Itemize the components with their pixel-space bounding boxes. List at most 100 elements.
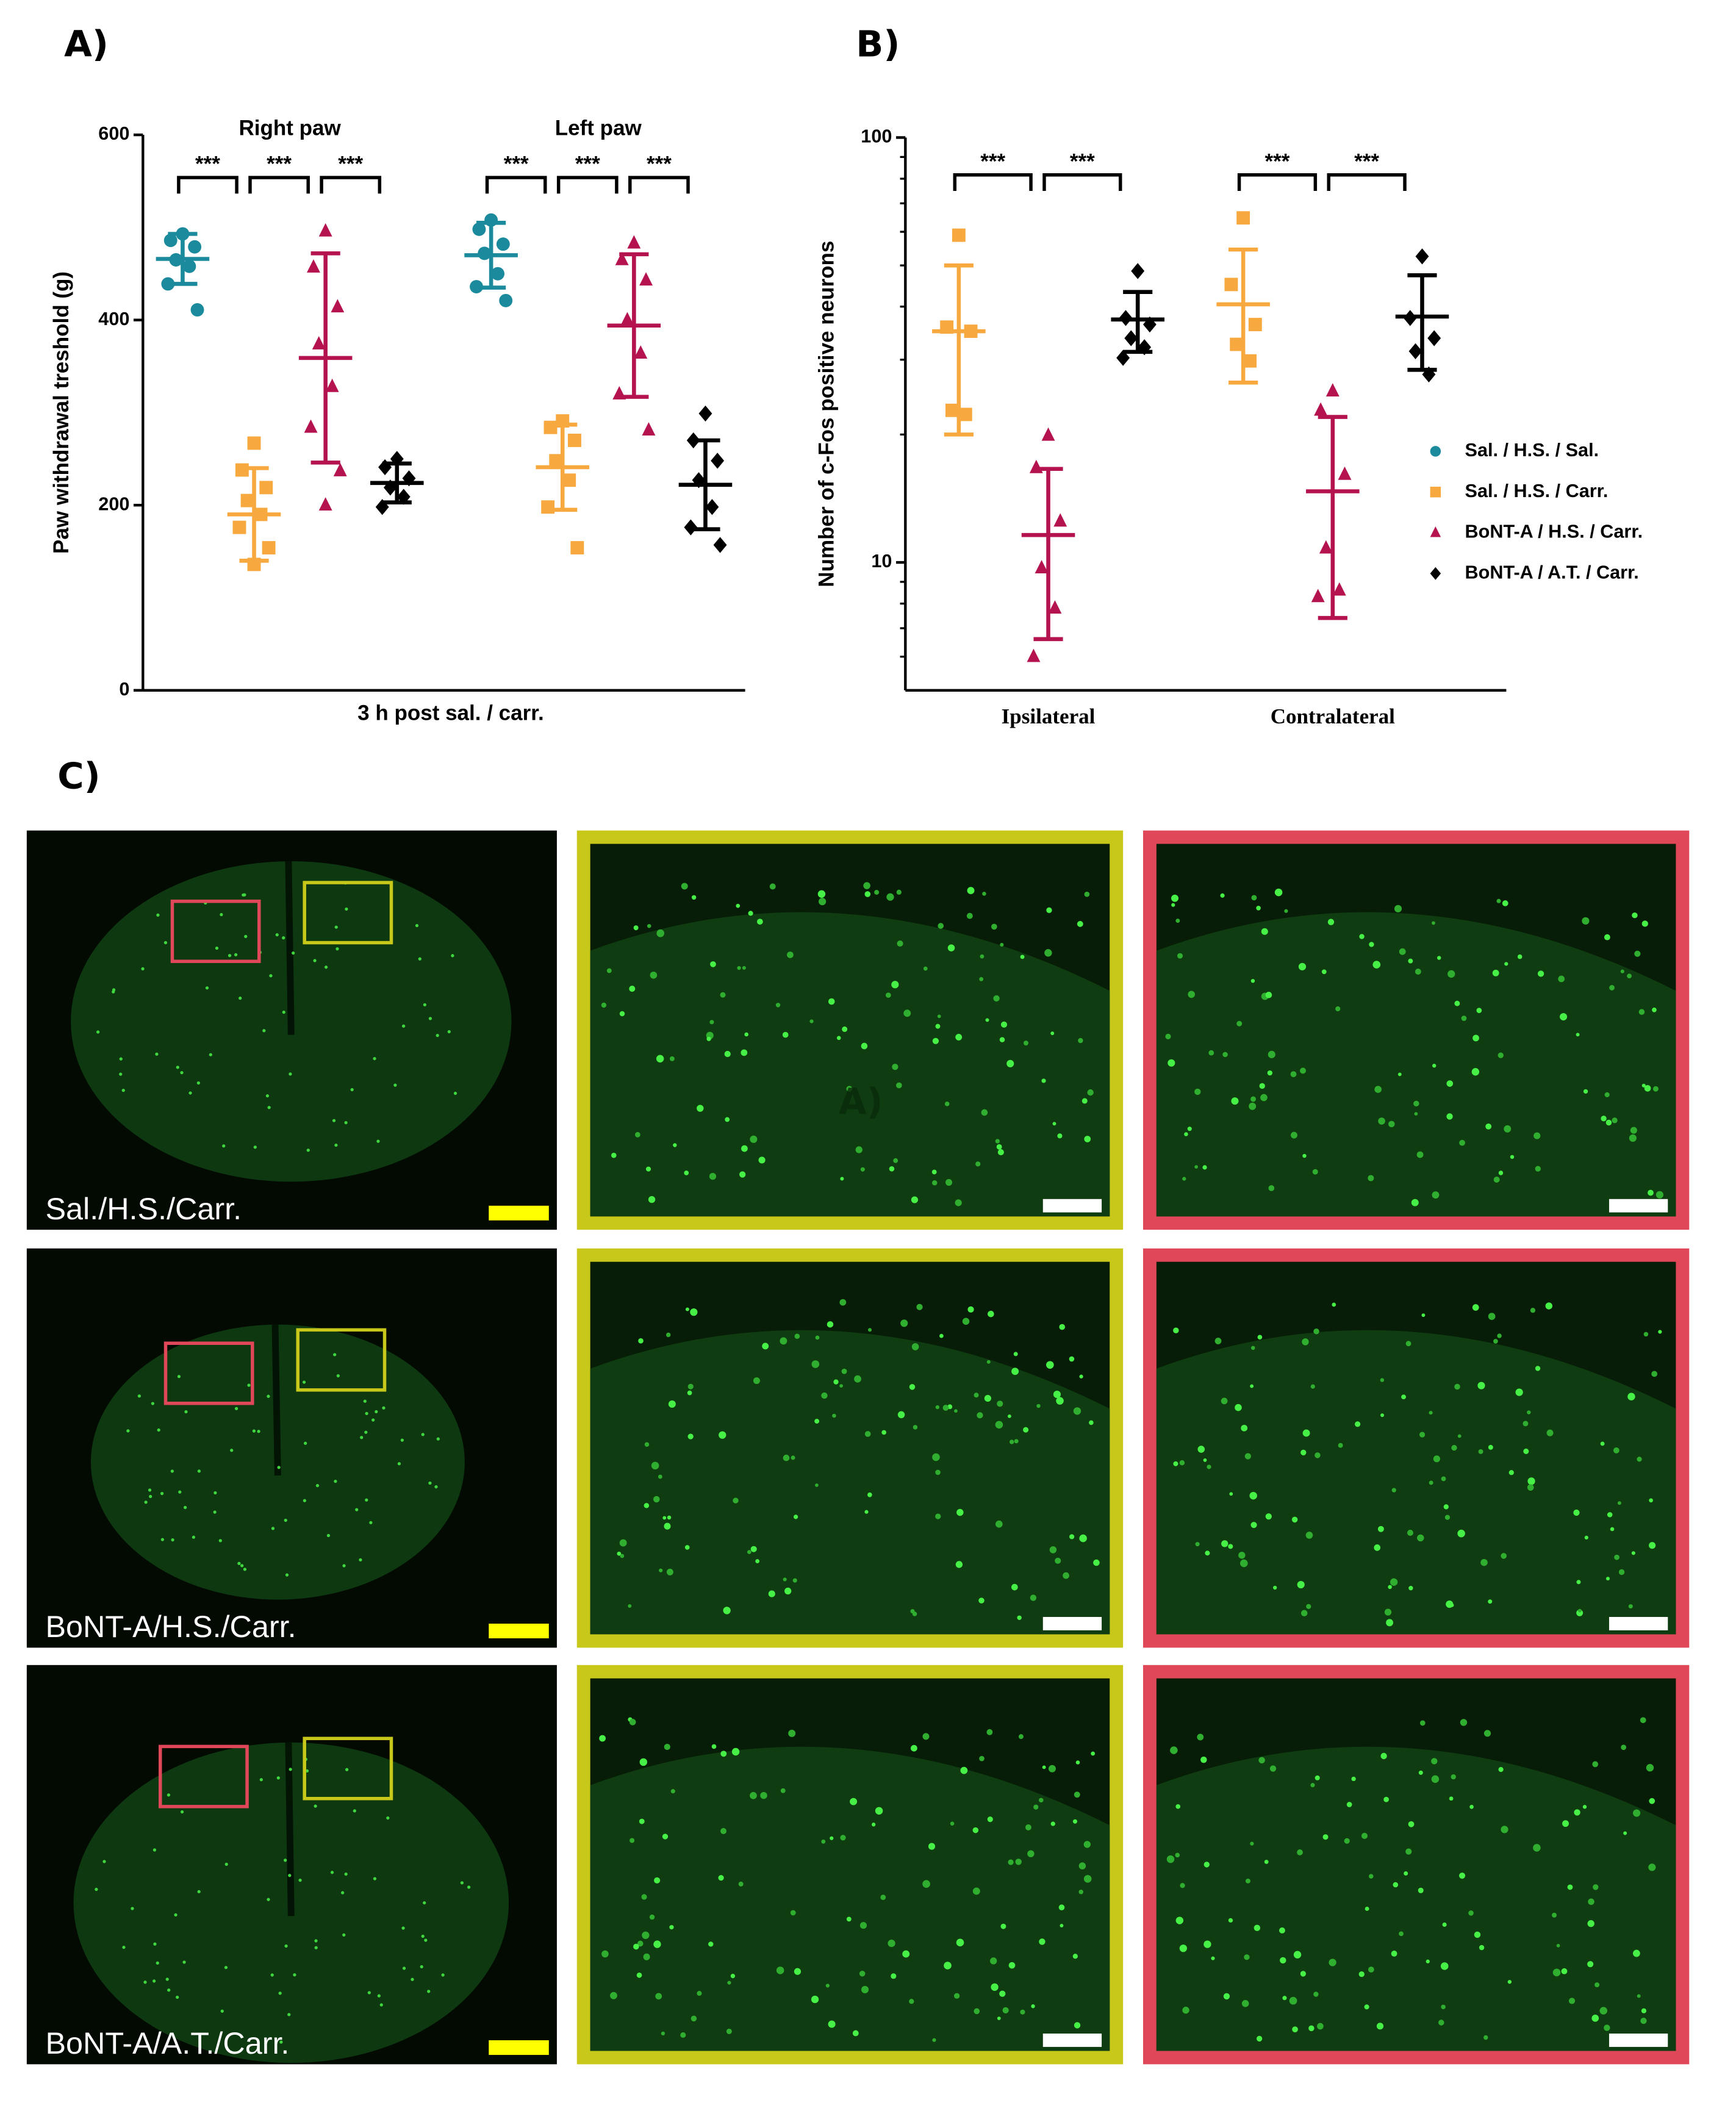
cell xyxy=(1302,1429,1310,1437)
cell xyxy=(436,1033,439,1038)
cell xyxy=(1594,1982,1600,1988)
cell xyxy=(1380,1378,1385,1382)
cell xyxy=(160,1538,165,1541)
data-point xyxy=(1224,278,1238,292)
cell xyxy=(1351,1776,1356,1782)
cell xyxy=(228,954,232,958)
cell xyxy=(1236,1020,1243,1027)
dorsal-horn xyxy=(590,1330,1110,1635)
cell xyxy=(669,1925,674,1930)
cell xyxy=(1561,1968,1568,1974)
cell xyxy=(1468,1910,1474,1916)
cell xyxy=(900,1319,908,1327)
cell xyxy=(1284,909,1288,913)
cell xyxy=(937,1014,941,1019)
cell xyxy=(741,1145,748,1152)
data-point xyxy=(312,335,326,349)
cell xyxy=(376,1139,380,1143)
cell xyxy=(1292,2026,1298,2033)
cell xyxy=(1480,1558,1488,1566)
cell xyxy=(852,2030,859,2037)
data-point xyxy=(1427,330,1441,346)
cell xyxy=(1249,1491,1257,1500)
cell xyxy=(197,1890,201,1894)
cell xyxy=(213,1510,217,1514)
cell xyxy=(1404,1871,1408,1876)
cell xyxy=(955,1033,963,1041)
cell xyxy=(629,1719,636,1726)
cell xyxy=(149,1494,152,1499)
cell xyxy=(288,1874,292,1877)
cell xyxy=(1483,1730,1491,1737)
data-point xyxy=(190,303,204,317)
cell xyxy=(141,967,145,971)
cell xyxy=(945,1179,953,1186)
cell xyxy=(1655,1191,1664,1199)
cell xyxy=(606,968,612,973)
cell xyxy=(1079,1534,1087,1543)
cell xyxy=(334,1143,338,1147)
legend-marker xyxy=(1430,486,1441,498)
cell xyxy=(275,933,279,937)
cell xyxy=(718,1875,724,1881)
cell xyxy=(1359,934,1365,939)
cell xyxy=(954,1409,958,1413)
cell xyxy=(1652,1007,1657,1012)
cell xyxy=(1194,1088,1201,1095)
cell xyxy=(1479,1944,1485,1951)
cell xyxy=(156,913,160,917)
cell xyxy=(180,1810,184,1814)
cell xyxy=(1254,1924,1261,1932)
cell xyxy=(935,1469,941,1475)
cell xyxy=(1322,1834,1329,1840)
cell xyxy=(269,974,273,978)
cell xyxy=(916,1303,923,1311)
cell xyxy=(1401,1394,1406,1400)
cell xyxy=(1408,1821,1415,1827)
cell xyxy=(653,1496,660,1503)
cell xyxy=(1011,1583,1018,1591)
cell xyxy=(1471,1068,1480,1076)
cell xyxy=(854,1375,861,1383)
cell xyxy=(991,923,997,930)
cell xyxy=(995,1421,1003,1429)
cell xyxy=(1368,1966,1374,1973)
overlay-text: A) xyxy=(839,1081,883,1123)
cell xyxy=(649,1914,655,1920)
significance-label: *** xyxy=(647,152,672,176)
x-axis-label: 3 h post sal. / carr. xyxy=(357,701,544,725)
cell xyxy=(1346,1802,1352,1807)
cell xyxy=(1633,1949,1640,1957)
cell xyxy=(984,1394,991,1402)
data-point xyxy=(1053,513,1067,527)
cell xyxy=(833,1379,839,1385)
significance-label: *** xyxy=(980,149,1005,173)
cell xyxy=(155,1052,159,1056)
cell xyxy=(846,1916,852,1922)
cell xyxy=(213,1491,217,1495)
cell xyxy=(428,1481,432,1485)
cell xyxy=(1041,1078,1046,1083)
cell xyxy=(1268,1185,1275,1191)
data-point xyxy=(634,345,648,359)
cell xyxy=(1493,1177,1500,1183)
cell xyxy=(1418,1887,1424,1893)
cell xyxy=(1444,1514,1451,1520)
cell xyxy=(955,1561,963,1568)
cell xyxy=(243,1568,247,1571)
cell xyxy=(252,1429,256,1433)
cell xyxy=(1002,2007,1009,2013)
cell xyxy=(1573,1509,1580,1516)
cell xyxy=(1173,1461,1178,1466)
cell xyxy=(1632,912,1638,919)
cell xyxy=(1556,1943,1560,1948)
data-point xyxy=(163,234,178,248)
cell xyxy=(1641,2008,1647,2013)
cell xyxy=(867,1328,872,1332)
cell xyxy=(720,992,726,998)
cell xyxy=(942,1405,949,1411)
cell xyxy=(1250,1841,1254,1846)
cell xyxy=(639,1818,645,1824)
cell xyxy=(180,1070,184,1075)
cell xyxy=(1203,1940,1211,1948)
